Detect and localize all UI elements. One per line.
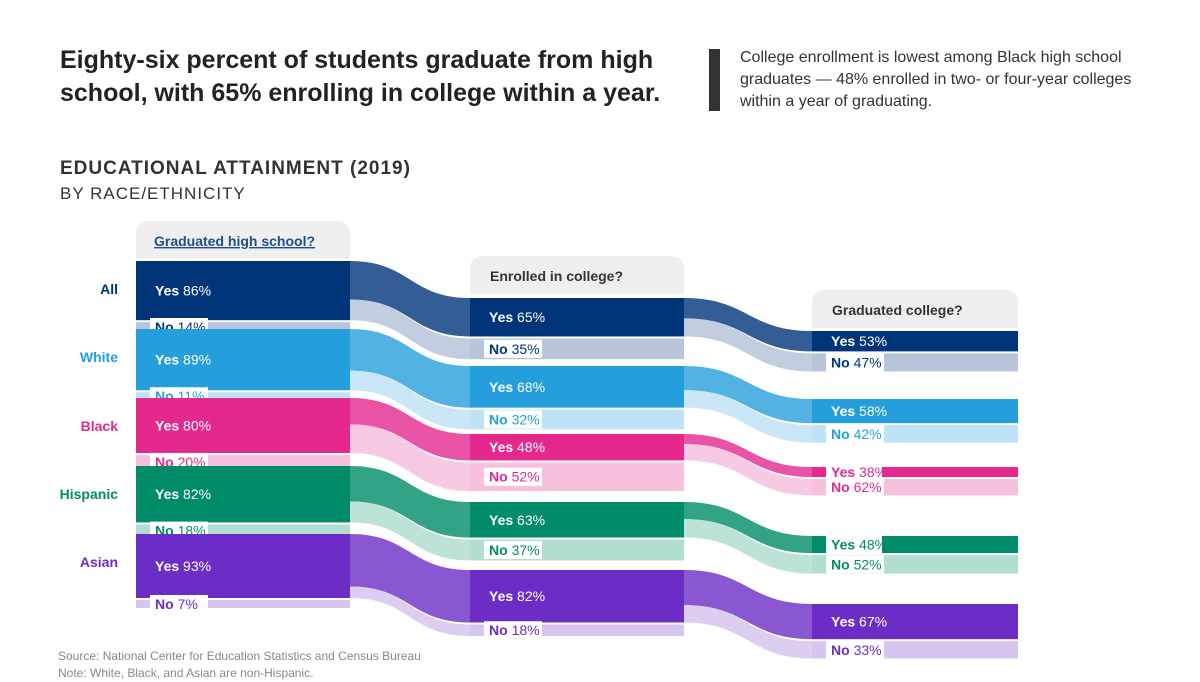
label-bg-hispanic-stage2-no	[484, 540, 542, 559]
flow-all-stage2-to-3-yes	[684, 298, 812, 352]
bar-white-stage1-no	[136, 392, 350, 401]
bar-white-stage2-yes	[470, 366, 684, 408]
bar-all-stage2-yes	[470, 298, 684, 337]
label-white-stage3-no: No 42%	[831, 426, 882, 442]
label-white-stage3-yes: Yes 58%	[831, 403, 887, 419]
flow-black-stage2-to-3-yes	[684, 434, 812, 478]
flow-asian-stage1-to-2-no	[350, 586, 470, 636]
flow-hispanic-stage2-to-3-no	[684, 519, 812, 574]
label-black-stage1-no: No 20%	[155, 454, 206, 470]
label-white-stage2-yes: Yes 68%	[489, 379, 545, 395]
label-white-stage2-no: No 32%	[489, 411, 540, 427]
flow-all-stage1-to-2-no	[350, 299, 470, 360]
bar-asian-stage2-yes	[470, 570, 684, 623]
bar-all-stage3-yes	[812, 331, 1018, 352]
source-notes: Source: National Center for Education St…	[58, 648, 421, 682]
group-label-all: All	[100, 281, 118, 297]
bar-asian-stage1-yes	[136, 534, 350, 598]
flow-asian-stage2-to-3-yes	[684, 570, 812, 640]
stage-header-1: Graduated high school?	[154, 233, 315, 249]
flow-asian-stage2-to-3-no	[684, 605, 812, 659]
group-label-black: Black	[81, 418, 119, 434]
chart-title: EDUCATIONAL ATTAINMENT (2019)	[60, 158, 411, 179]
label-bg-black-stage3-no	[826, 478, 884, 497]
bar-asian-stage3-yes	[812, 604, 1018, 640]
bar-all-stage1-yes	[136, 261, 350, 321]
note-line: Note: White, Black, and Asian are non-Hi…	[58, 666, 314, 680]
flow-black-stage1-to-2-yes	[350, 398, 470, 461]
label-bg-all-stage2-no	[484, 339, 542, 358]
label-all-stage2-yes: Yes 65%	[489, 309, 545, 325]
callout-bar	[709, 49, 720, 111]
headline: Eighty-six percent of students graduate …	[60, 46, 661, 107]
label-black-stage2-yes: Yes 48%	[489, 439, 545, 455]
label-bg-hispanic-stage3-yes	[826, 535, 882, 554]
bar-hispanic-stage2-yes	[470, 502, 684, 538]
label-hispanic-stage3-yes: Yes 48%	[831, 537, 887, 553]
label-bg-asian-stage3-no	[826, 640, 884, 659]
flow-hispanic-stage1-to-2-yes	[350, 466, 470, 538]
bar-black-stage2-yes	[470, 434, 684, 461]
source-line: Source: National Center for Education St…	[58, 649, 421, 663]
flow-hispanic-stage1-to-2-no	[350, 501, 470, 561]
label-all-stage2-no: No 35%	[489, 341, 540, 357]
flow-white-stage2-to-3-yes	[684, 366, 812, 424]
group-label-asian: Asian	[80, 554, 118, 570]
label-all-stage1-yes: Yes 86%	[155, 283, 211, 299]
label-black-stage2-no: No 52%	[489, 469, 540, 485]
stage-header-bg-base	[812, 310, 1018, 328]
flow-white-stage1-to-2-yes	[350, 329, 470, 408]
label-all-stage3-yes: Yes 53%	[831, 333, 887, 349]
bar-black-stage1-yes	[136, 398, 350, 454]
group-label-white: White	[80, 349, 118, 365]
group-label-hispanic: Hispanic	[60, 486, 119, 502]
label-bg-black-stage2-no	[484, 467, 542, 486]
label-asian-stage1-yes: Yes 93%	[155, 558, 211, 574]
stage-header-bg-base	[470, 276, 684, 294]
flow-asian-stage1-to-2-yes	[350, 534, 470, 623]
label-bg-white-stage2-no	[484, 410, 542, 429]
stage-header-3: Graduated college?	[832, 302, 963, 318]
label-bg-hispanic-stage3-no	[826, 555, 884, 574]
label-asian-stage3-no: No 33%	[831, 642, 882, 658]
callout-text: College enrollment is lowest among Black…	[740, 49, 1132, 110]
label-asian-stage2-no: No 18%	[489, 622, 540, 638]
label-black-stage3-no: No 62%	[831, 479, 882, 495]
label-white-stage1-yes: Yes 89%	[155, 352, 211, 368]
label-black-stage3-yes: Yes 38%	[831, 464, 887, 480]
flow-all-stage2-to-3-no	[684, 318, 812, 372]
bar-black-stage3-yes	[812, 467, 1018, 478]
label-hispanic-stage1-yes: Yes 82%	[155, 486, 211, 502]
stage-header-bg-base	[136, 241, 350, 259]
stage-header-2: Enrolled in college?	[490, 268, 623, 284]
label-bg-asian-stage1-no	[150, 595, 208, 613]
bar-white-stage1-yes	[136, 329, 350, 391]
chart-subtitle: BY RACE/ETHNICITY	[60, 184, 246, 203]
label-all-stage3-no: No 47%	[831, 354, 882, 370]
label-hispanic-stage2-no: No 37%	[489, 542, 540, 558]
label-bg-all-stage3-no	[826, 353, 884, 372]
flow-all-stage1-to-2-yes	[350, 261, 470, 337]
label-asian-stage2-yes: Yes 82%	[489, 588, 545, 604]
label-hispanic-stage3-no: No 52%	[831, 556, 882, 572]
bar-asian-stage2-no	[470, 624, 684, 636]
flow-black-stage2-to-3-no	[684, 444, 812, 496]
flow-black-stage1-to-2-no	[350, 424, 470, 492]
label-bg-white-stage3-no	[826, 424, 884, 443]
label-asian-stage3-yes: Yes 67%	[831, 614, 887, 630]
label-bg-black-stage3-yes	[826, 463, 882, 482]
bar-hispanic-stage1-yes	[136, 466, 350, 523]
bar-asian-stage1-no	[136, 600, 350, 608]
label-asian-stage1-no: No 7%	[155, 596, 198, 612]
label-black-stage1-yes: Yes 80%	[155, 418, 211, 434]
label-bg-asian-stage2-no	[484, 621, 542, 640]
bar-white-stage3-yes	[812, 399, 1018, 424]
flow-white-stage2-to-3-no	[684, 390, 812, 443]
bar-all-stage1-no	[136, 322, 350, 332]
label-hispanic-stage2-yes: Yes 63%	[489, 512, 545, 528]
flow-white-stage1-to-2-no	[350, 370, 470, 430]
flow-hispanic-stage2-to-3-yes	[684, 502, 812, 554]
